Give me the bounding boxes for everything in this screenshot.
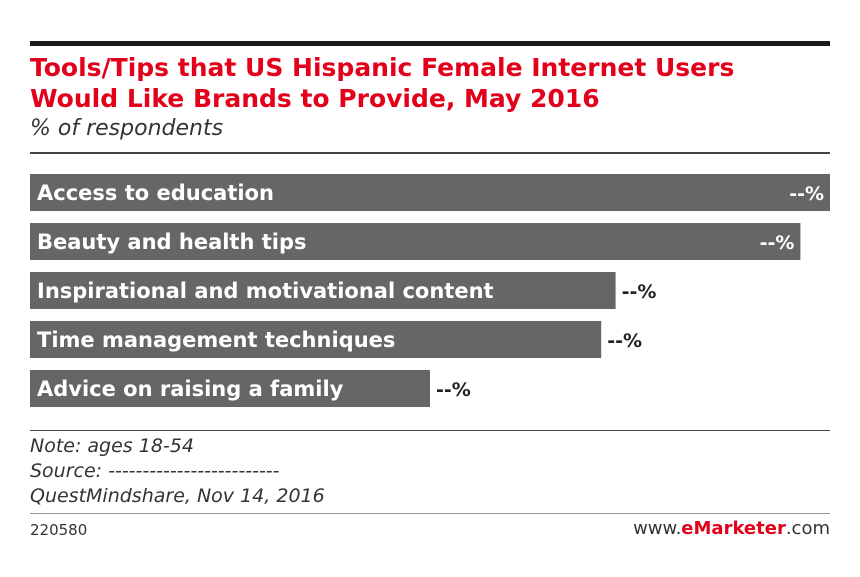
- bar-4: [30, 370, 430, 407]
- header-rule: [30, 152, 830, 154]
- bar-label-3: Time management techniques: [37, 328, 395, 352]
- value-label-2: --%: [622, 281, 657, 303]
- bar-label-0: Access to education: [37, 181, 274, 205]
- bar-label-1: Beauty and health tips: [37, 230, 307, 254]
- bar-3: [30, 321, 602, 358]
- bar-label-2: Inspirational and motivational content: [37, 279, 494, 303]
- chart-subtitle: % of respondents: [30, 116, 224, 141]
- source-line: Source: -------------------------: [30, 460, 280, 482]
- brand-name: eMarketer: [681, 518, 786, 539]
- note-text: Note: ages 18-54: [30, 435, 194, 457]
- value-label-4: --%: [436, 379, 471, 401]
- bar-2: [30, 272, 616, 309]
- brand-prefix: www.: [633, 518, 682, 539]
- brand-link[interactable]: www.eMarketer.com: [633, 518, 830, 539]
- bar-1: [30, 223, 801, 260]
- bar-label-4: Advice on raising a family: [37, 377, 344, 401]
- value-label-0: --%: [789, 183, 824, 205]
- value-label-3: --%: [607, 330, 642, 352]
- source-detail: QuestMindshare, Nov 14, 2016: [30, 485, 325, 507]
- footer-rule: [30, 513, 830, 514]
- chart-id: 220580: [30, 521, 88, 539]
- chart-title: Tools/Tips that US Hispanic Female Inter…: [30, 53, 735, 113]
- chart-bottom-rule: [30, 430, 830, 431]
- brand-suffix: .com: [785, 518, 830, 539]
- top-rule: [30, 41, 830, 46]
- value-label-1: --%: [760, 232, 795, 254]
- notes-block: Note: ages 18-54 Source: ---------------…: [30, 434, 630, 509]
- bar-0: [30, 174, 830, 211]
